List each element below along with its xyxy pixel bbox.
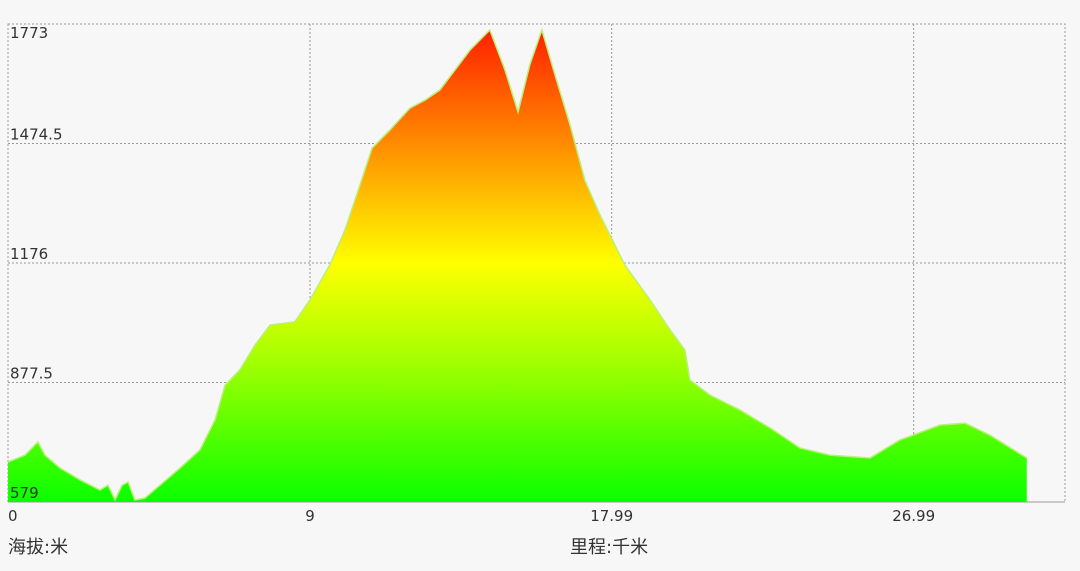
x-tick-label: 26.99 xyxy=(892,507,935,525)
y-tick-label: 1176 xyxy=(10,245,48,263)
x-tick-label: 0 xyxy=(8,507,18,525)
x-tick-label: 17.99 xyxy=(590,507,633,525)
x-tick-label: 9 xyxy=(305,507,315,525)
y-tick-label: 579 xyxy=(10,484,39,502)
labels: 579 877.5 1176 1474.5 1773 0 9 17.99 26.99 xyxy=(8,24,935,525)
plot-area xyxy=(7,27,1028,502)
elevation-area xyxy=(8,30,1027,502)
y-tick-label: 1773 xyxy=(10,24,48,42)
y-axis-label: 海拔:米 xyxy=(8,537,68,558)
y-tick-label: 1474.5 xyxy=(10,126,63,144)
y-tick-label: 877.5 xyxy=(10,365,53,383)
elevation-line xyxy=(7,27,1028,502)
x-axis-label: 里程:千米 xyxy=(570,537,648,558)
